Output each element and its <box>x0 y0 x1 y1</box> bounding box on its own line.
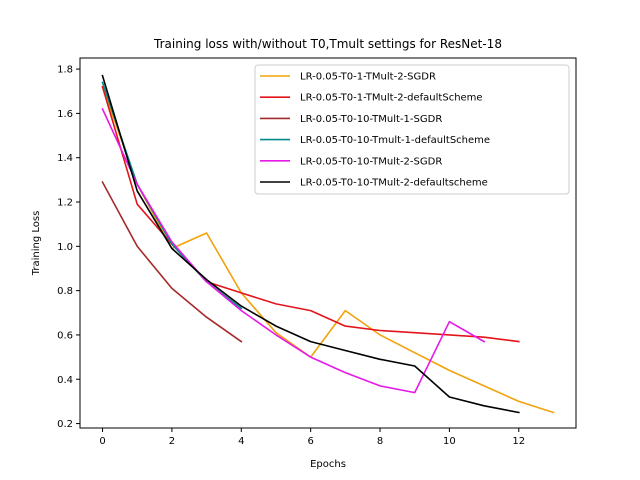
legend-label-2: LR-0.05-T0-1-TMult-2-defaultScheme <box>300 93 483 104</box>
y-tick-label: 0.8 <box>57 286 73 297</box>
series-layer <box>101 74 555 414</box>
x-axis: 0 2 4 6 8 10 12 <box>99 428 525 447</box>
x-tick-label: 10 <box>443 436 456 447</box>
y-tick-label: 1.6 <box>57 109 73 120</box>
x-tick-label: 0 <box>99 436 105 447</box>
plot-frame <box>79 57 577 429</box>
legend: LR-0.05-T0-1-TMult-2-SGDR LR-0.05-T0-1-TM… <box>254 64 570 195</box>
legend-label-1: LR-0.05-T0-1-TMult-2-SGDR <box>300 72 436 83</box>
y-tick-label: 1.2 <box>57 198 73 209</box>
chart-title: Training loss with/without T0,Tmult sett… <box>153 37 502 51</box>
y-axis: 0.2 0.4 0.6 0.8 1.0 1.2 1.4 1.6 1.8 <box>57 65 80 430</box>
x-tick-label: 2 <box>169 436 175 447</box>
y-tick-label: 0.4 <box>57 375 73 386</box>
legend-label-5: LR-0.05-T0-10-TMult-2-SGDR <box>300 156 442 167</box>
x-tick-label: 6 <box>307 436 313 447</box>
y-tick-label: 1.0 <box>57 242 73 253</box>
x-tick-label: 4 <box>238 436 244 447</box>
y-tick-label: 1.4 <box>57 153 73 164</box>
legend-box <box>254 64 570 195</box>
series-line-1 <box>101 85 555 414</box>
y-tick-label: 0.2 <box>57 419 73 430</box>
series-line-5 <box>101 107 486 394</box>
x-tick-label: 12 <box>512 436 525 447</box>
legend-label-4: LR-0.05-T0-10-Tmult-1-defaultScheme <box>300 135 490 146</box>
legend-label-3: LR-0.05-T0-10-TMult-1-SGDR <box>300 114 442 125</box>
y-tick-label: 0.6 <box>57 330 73 341</box>
series-line-3 <box>101 181 243 343</box>
series-line-6 <box>101 74 520 414</box>
legend-label-6: LR-0.05-T0-10-TMult-2-defaultscheme <box>300 178 488 189</box>
x-tick-label: 8 <box>377 436 383 447</box>
y-axis-title: Training Loss <box>31 211 42 277</box>
y-tick-label: 1.8 <box>57 65 73 76</box>
x-axis-title: Epochs <box>310 459 346 470</box>
